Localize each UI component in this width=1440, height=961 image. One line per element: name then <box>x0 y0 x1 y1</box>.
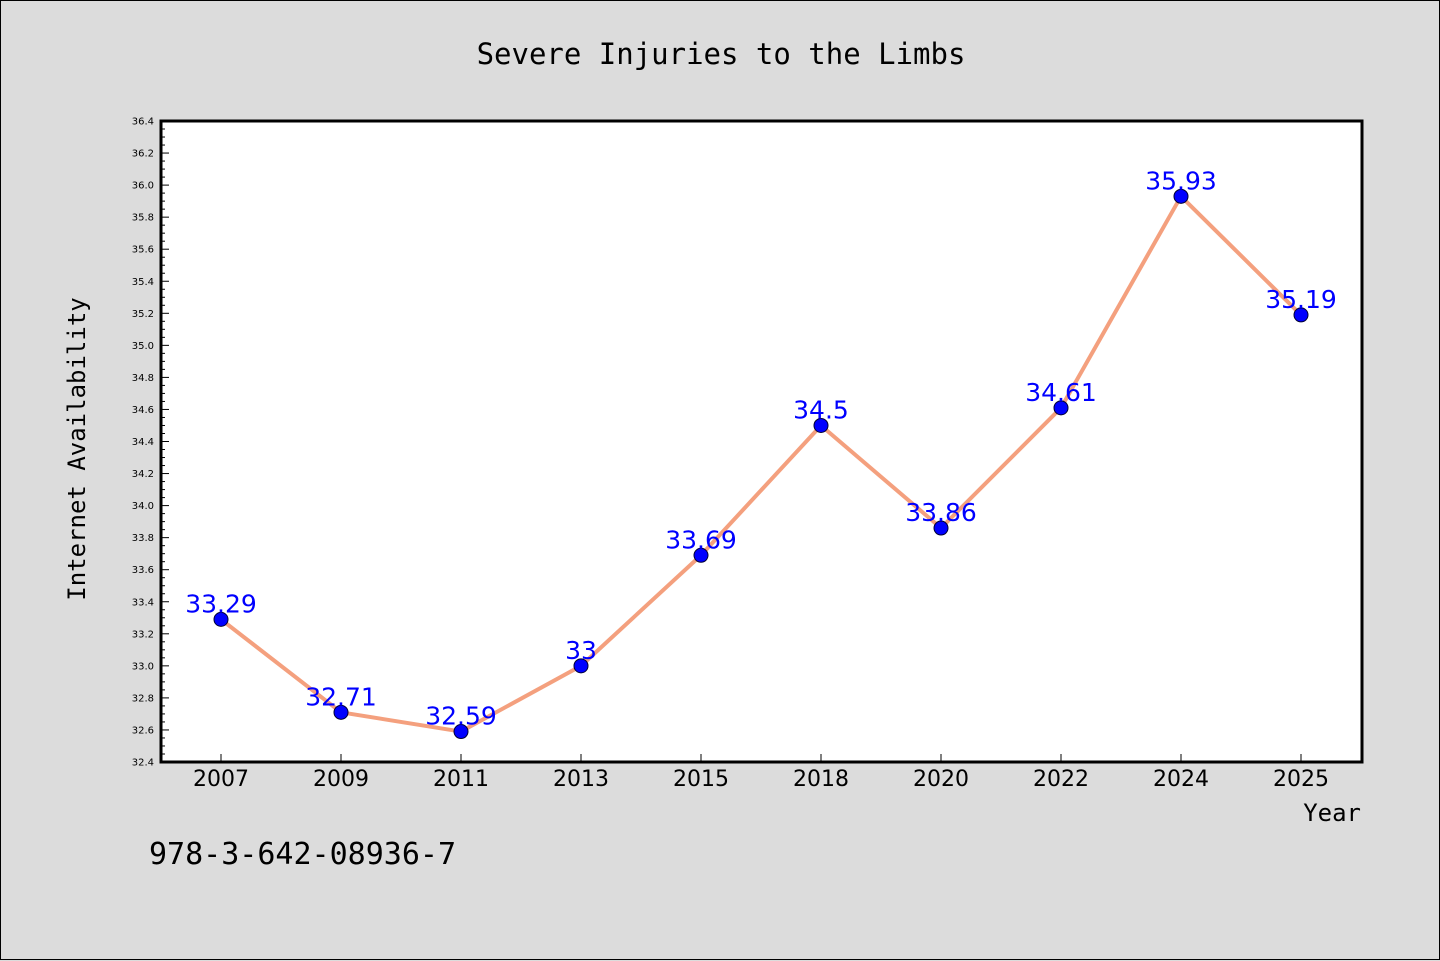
data-point <box>573 658 589 674</box>
y-tick-label: 35.2 <box>132 309 154 320</box>
data-label: 33.86 <box>905 498 977 527</box>
data-label: 32.59 <box>425 702 497 731</box>
y-tick-label: 36.4 <box>132 117 154 128</box>
series-line <box>219 194 1303 734</box>
y-tick-label: 33.4 <box>132 597 154 608</box>
x-tick-label: 2025 <box>1273 767 1329 792</box>
footer-isbn: 978-3-642-08936-7 <box>149 837 456 872</box>
y-tick-label: 33.2 <box>132 629 154 640</box>
data-label: 33.29 <box>185 589 257 618</box>
data-point <box>1173 188 1189 204</box>
data-label: 34.61 <box>1025 378 1097 407</box>
data-label: 34.5 <box>793 395 849 424</box>
x-axis-title: Year <box>1303 799 1361 827</box>
data-point <box>333 704 349 720</box>
data-label: 33.69 <box>665 525 737 554</box>
y-tick-label: 32.6 <box>132 725 154 736</box>
x-tick-label: 2013 <box>553 767 609 792</box>
x-tick-label: 2022 <box>1033 767 1089 792</box>
x-axis: 2007 2009 2011 2013 2015 2018 2020 2022 2024 2025 <box>193 754 1329 792</box>
data-point <box>213 611 229 627</box>
y-tick-label: 36.2 <box>132 149 154 160</box>
y-tick-label: 34.4 <box>132 437 154 448</box>
data-label: 35.93 <box>1145 166 1217 195</box>
data-point <box>813 417 829 433</box>
y-tick-label: 35.4 <box>132 277 154 288</box>
data-label: 33 <box>565 636 597 665</box>
x-tick-label: 2024 <box>1153 767 1209 792</box>
x-tick-label: 2020 <box>913 767 969 792</box>
data-point <box>1053 400 1069 416</box>
data-point <box>933 520 949 536</box>
data-point <box>453 724 469 740</box>
y-tick-label: 32.4 <box>132 758 154 769</box>
y-axis: 32.4 32.6 32.8 33.0 33.2 33.4 33.6 33.8 34.0 34.2… <box>132 117 169 769</box>
data-label: 32.71 <box>305 682 377 711</box>
y-tick-label: 35.6 <box>132 245 154 256</box>
series-group: 33.29 32.71 32.59 33 33.69 34.5 33.86 34.61 35.9… <box>185 166 1337 740</box>
plot-area <box>159 119 1364 764</box>
data-point <box>693 547 709 563</box>
y-tick-label: 33.0 <box>132 661 154 672</box>
y-tick-label: 32.8 <box>132 693 154 704</box>
x-tick-label: 2007 <box>193 767 249 792</box>
y-tick-label: 34.8 <box>132 373 154 384</box>
data-label: 35.19 <box>1265 285 1337 314</box>
y-tick-label: 36.0 <box>132 181 154 192</box>
x-tick-label: 2015 <box>673 767 729 792</box>
x-tick-label: 2018 <box>793 767 849 792</box>
y-tick-label: 33.6 <box>132 565 154 576</box>
x-tick-label: 2011 <box>433 767 489 792</box>
data-point <box>1293 307 1309 323</box>
y-tick-label: 34.0 <box>132 501 154 512</box>
y-axis-title: Internet Availability <box>63 297 91 600</box>
y-tick-label: 34.2 <box>132 469 154 480</box>
x-tick-label: 2009 <box>313 767 369 792</box>
y-tick-label: 35.8 <box>132 213 154 224</box>
y-tick-label: 35.0 <box>132 341 154 352</box>
chart-title: Severe Injuries to the Limbs <box>477 37 966 71</box>
y-tick-label: 33.8 <box>132 533 154 544</box>
y-tick-label: 34.6 <box>132 405 154 416</box>
